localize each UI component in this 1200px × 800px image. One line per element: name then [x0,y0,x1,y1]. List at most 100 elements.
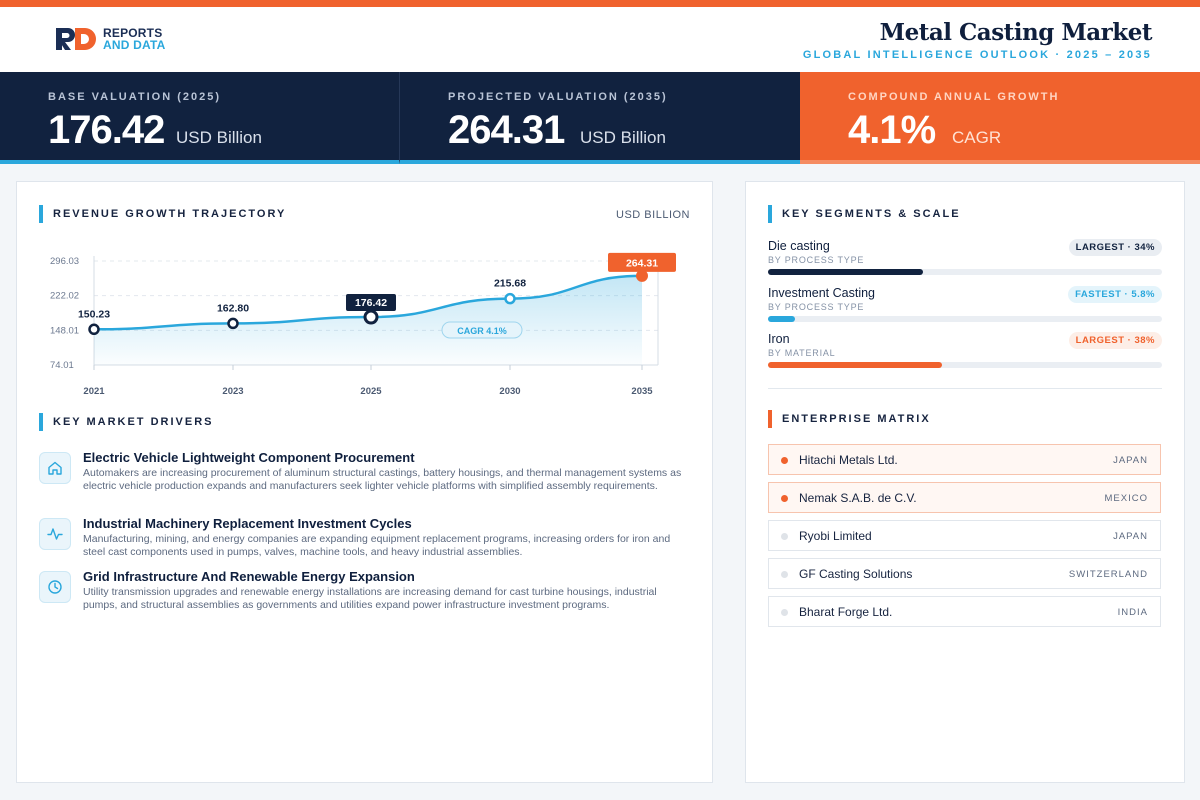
logo-line-2: AND DATA [103,38,166,52]
section-accent-bar [39,205,43,223]
kpi-strip: BASE VALUATION (2025) 176.42 USD Billion… [0,72,1200,164]
driver-title: Grid Infrastructure And Renewable Energy… [83,569,415,584]
drivers-section-title: KEY MARKET DRIVERS [53,416,214,428]
status-dot-icon [781,571,788,578]
x-tick-label: 2030 [499,386,520,397]
kpi-label: PROJECTED VALUATION (2035) [448,91,668,103]
segment-share-bar [768,316,795,322]
kpi-value: 264.31 [448,108,565,152]
status-dot-icon [781,457,788,464]
page-title: Metal Casting Market [879,19,1153,46]
section-divider [768,388,1162,389]
x-tick-label: 2021 [83,386,105,397]
top-accent-bar [0,0,1200,7]
page-header: REPORTS AND DATA Metal Casting Market GL… [0,7,1200,72]
home-icon [39,452,71,484]
kpi-label: COMPOUND ANNUAL GROWTH [848,91,1060,103]
cagr-pill [441,321,523,339]
kpi-projected-valuation: PROJECTED VALUATION (2035) 264.31 USD Bi… [400,72,800,164]
company-country: JAPAN [1113,531,1148,542]
company-country: SWITZERLAND [1068,569,1148,580]
data-label-badge [608,252,676,272]
data-label: 264.31 [626,257,658,269]
company-row[interactable]: Nemak S.A.B. de C.V. MEXICO [768,482,1161,513]
company-row[interactable]: Hitachi Metals Ltd. JAPAN [768,444,1161,475]
company-name: Ryobi Limited [799,529,872,543]
segment-badge: LARGEST · 34% [1068,239,1162,256]
company-row[interactable]: Ryobi Limited JAPAN [768,520,1161,551]
revenue-section-header: REVENUE GROWTH TRAJECTORY [39,205,286,223]
data-label: 162.80 [217,302,249,314]
company-row[interactable]: Bharat Forge Ltd. INDIA [768,596,1161,627]
side-panel: KEY SEGMENTS & SCALE Die casting BY PROC… [745,181,1185,783]
y-tick-label: 296.03 [50,256,79,267]
kpi-unit: CAGR [952,128,1002,147]
company-country: MEXICO [1104,493,1148,504]
logo-mark-icon [55,27,97,51]
section-accent-bar [39,413,43,431]
company-country: INDIA [1117,607,1148,618]
status-dot-icon [781,495,788,502]
chart-unit-label: USD BILLION [616,209,690,221]
data-point [227,317,239,330]
segment-share-track [768,362,1162,368]
segment-category: BY MATERIAL [768,348,836,358]
drivers-section-header: KEY MARKET DRIVERS [39,413,213,431]
data-point [88,323,100,336]
segment-share-track [768,316,1162,322]
kpi-label: BASE VALUATION (2025) [48,91,222,103]
company-name: Nemak S.A.B. de C.V. [799,491,917,505]
kpi-cagr: COMPOUND ANNUAL GROWTH 4.1% CAGR [800,72,1200,164]
x-tick-label: 2035 [631,386,653,397]
page-subtitle: GLOBAL INTELLIGENCE OUTLOOK · 2025 – 203… [802,49,1152,61]
y-tick-label: 148.01 [50,325,79,336]
driver-description: Manufacturing, mining, and energy compan… [83,533,671,558]
data-label: 176.42 [355,297,387,309]
driver-description: Utility transmission upgrades and renewa… [83,586,657,611]
driver-description: Automakers are increasing procurement of… [83,467,682,492]
segment-category: BY PROCESS TYPE [768,302,865,312]
revenue-chart: 296.03 222.02 148.01 74.01 2021 2023 2025 2030 2… [50,252,676,397]
section-accent-bar [768,205,772,223]
cagr-pill-label: CAGR 4.1% [457,326,507,336]
data-label: 215.68 [494,278,526,290]
segment-badge: FASTEST · 5.8% [1068,286,1162,303]
kpi-unit: USD Billion [580,128,666,147]
company-name: Bharat Forge Ltd. [799,605,893,619]
y-tick-label: 74.01 [50,360,74,371]
status-dot-icon [781,609,788,616]
company-row[interactable]: GF Casting Solutions SWITZERLAND [768,558,1161,589]
segment-name: Investment Casting [768,286,875,300]
x-tick-label: 2023 [222,386,243,397]
kpi-value: 176.42 [48,108,165,152]
data-label: 150.23 [78,308,110,320]
data-point [363,309,379,325]
status-dot-icon [781,533,788,540]
segment-share-bar [768,362,942,368]
y-tick-label: 222.02 [50,291,79,302]
brand-logo[interactable]: REPORTS AND DATA [55,27,165,51]
segment-share-track [768,269,1162,275]
main-panel: REVENUE GROWTH TRAJECTORY USD BILLION 29… [16,181,713,783]
revenue-section-title: REVENUE GROWTH TRAJECTORY [53,208,287,220]
data-point [636,269,648,282]
segment-share-bar [768,269,924,275]
segments-section-header: KEY SEGMENTS & SCALE [768,205,961,223]
section-accent-bar [768,410,772,428]
company-name: GF Casting Solutions [799,567,913,581]
data-point [504,292,516,305]
kpi-base-valuation: BASE VALUATION (2025) 176.42 USD Billion [0,72,400,164]
logo-line-1: REPORTS [103,26,163,40]
segments-section-title: KEY SEGMENTS & SCALE [782,208,961,220]
enterprise-section-title: ENTERPRISE MATRIX [782,413,931,425]
kpi-value: 4.1% [848,108,936,152]
x-tick-label: 2025 [360,386,382,397]
data-label-badge [346,294,396,312]
kpi-unit: USD Billion [176,128,262,147]
segment-name: Iron [768,332,790,346]
enterprise-section-header: ENTERPRISE MATRIX [768,410,931,428]
clock-icon [39,571,71,603]
company-country: JAPAN [1113,455,1148,466]
segment-badge: LARGEST · 38% [1068,332,1162,349]
driver-title: Electric Vehicle Lightweight Component P… [83,450,415,465]
